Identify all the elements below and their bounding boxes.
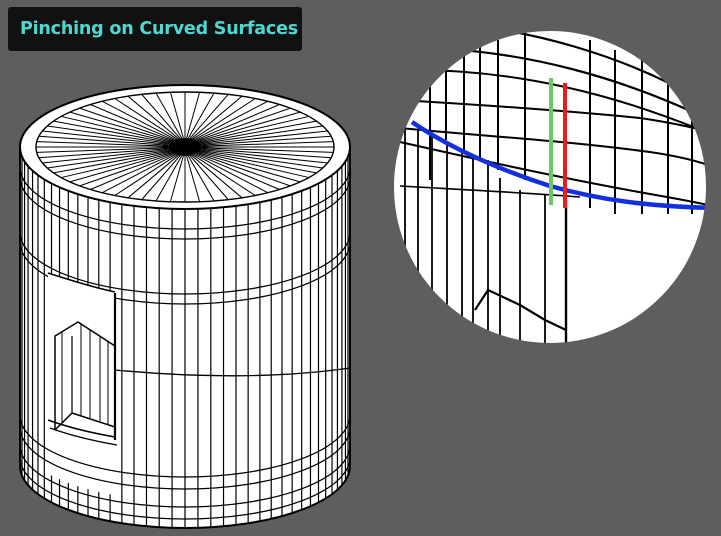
title-text: Pinching on Curved Surfaces <box>20 19 298 39</box>
zoom-inset <box>392 29 708 345</box>
title-box: Pinching on Curved Surfaces <box>8 7 302 51</box>
cylinder-ring-edges <box>19 166 351 520</box>
cylinder-mesh <box>19 84 351 529</box>
cylinder-vertical-edges <box>19 147 351 528</box>
pole-vertex <box>168 138 202 156</box>
inset-panel <box>47 272 351 446</box>
cylinder-top-cap <box>19 84 351 210</box>
